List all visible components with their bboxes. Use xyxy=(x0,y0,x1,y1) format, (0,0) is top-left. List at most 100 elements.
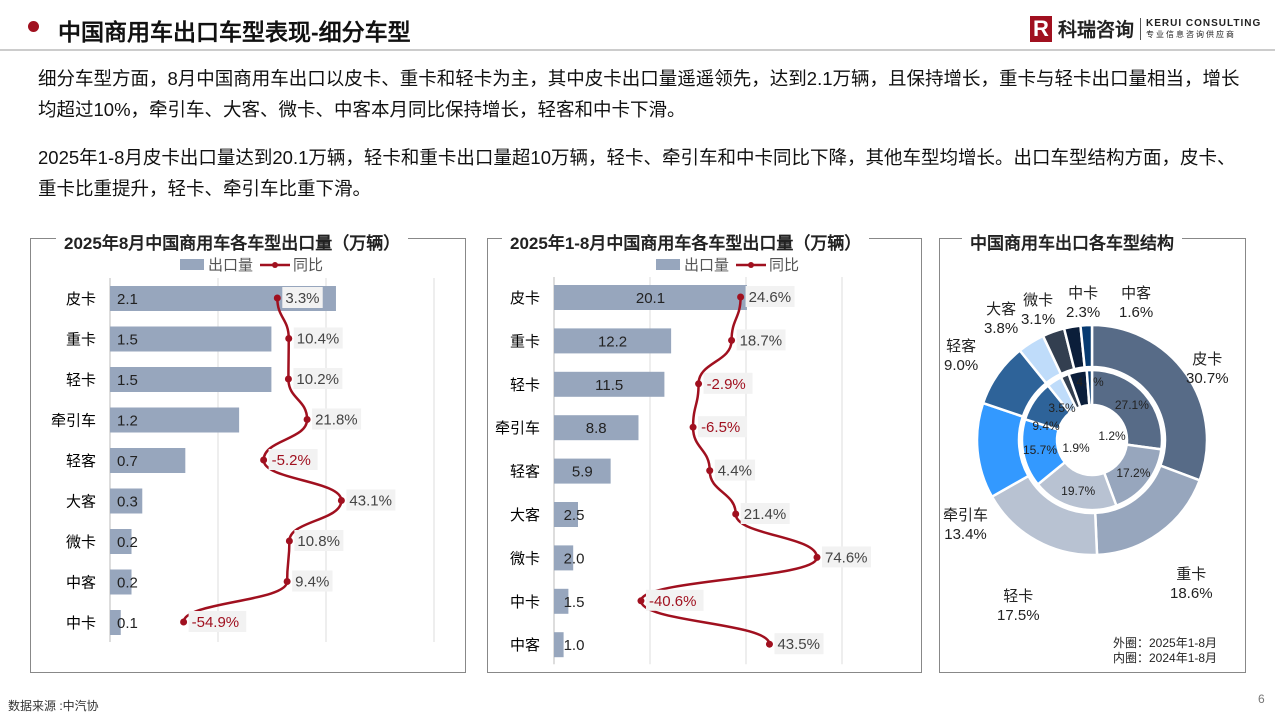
yoy-label-bg xyxy=(745,286,795,307)
yoy-marker xyxy=(728,336,736,344)
inner-ring-label: 1.2% xyxy=(1098,429,1126,443)
pie-label-重卡: 重卡 18.6% xyxy=(1170,566,1213,602)
inner-ring-label: 15.7% xyxy=(1023,443,1057,457)
yoy-label: 9.4% xyxy=(295,574,329,591)
bar xyxy=(110,326,272,352)
yoy-label-bg xyxy=(645,589,704,611)
yoy-marker xyxy=(337,497,345,504)
category-label: 轻客 xyxy=(66,453,96,470)
chart-title-1: 2025年8月中国商用车各车型出口量（万辆） xyxy=(56,229,409,254)
yoy-label-bg xyxy=(714,459,756,481)
yoy-marker xyxy=(689,423,697,431)
yoy-marker xyxy=(765,640,773,648)
bar-value-label: 20.1 xyxy=(636,290,665,307)
page-number: 6 xyxy=(1258,692,1265,706)
bar-value-label: 1.2 xyxy=(117,413,138,430)
title-bullet xyxy=(28,21,39,32)
yoy-label-bg xyxy=(293,368,343,389)
yoy-label: -6.5% xyxy=(701,419,740,436)
pie-label-中客: 中客 1.6% xyxy=(1119,285,1154,321)
yoy-marker xyxy=(732,510,740,518)
yoy-label: 43.5% xyxy=(777,636,820,653)
pie-slice-中客 xyxy=(1079,323,1094,369)
yoy-marker xyxy=(737,293,745,301)
bar-value-label: 0.3 xyxy=(117,494,138,511)
pie-label-牵引车: 牵引车 13.4% xyxy=(943,507,989,543)
bar-value-label: 8.8 xyxy=(586,420,607,437)
bar-value-label: 5.9 xyxy=(572,464,593,481)
bar xyxy=(554,415,639,441)
yoy-label: -2.9% xyxy=(707,376,746,393)
yoy-marker xyxy=(285,335,293,342)
category-label: 大客 xyxy=(66,494,96,511)
bar-value-label: 1.5 xyxy=(117,332,138,349)
yoy-label: -5.2% xyxy=(272,452,311,469)
yoy-marker xyxy=(695,380,703,388)
paragraph-2: 2025年1-8月皮卡出口量达到20.1万辆，轻卡和重卡出口量超10万辆，轻卡、… xyxy=(38,147,1236,199)
yoy-label-bg xyxy=(188,611,247,632)
yoy-label: 10.8% xyxy=(297,533,340,550)
legend-line-marker xyxy=(272,262,278,268)
yoy-marker xyxy=(273,294,281,302)
bar-value-label: 1.5 xyxy=(564,594,585,611)
bar xyxy=(110,569,132,595)
chart-title-2: 2025年1-8月中国商用车各车型出口量（万辆） xyxy=(502,229,870,254)
yoy-label-bg xyxy=(282,287,323,308)
category-label: 皮卡 xyxy=(510,290,540,307)
bar xyxy=(554,328,672,354)
inner-ring-label: 17.2% xyxy=(1116,466,1150,480)
yoy-label-bg xyxy=(293,327,343,349)
yoy-label-bg xyxy=(292,570,333,592)
category-label: 轻卡 xyxy=(510,377,540,394)
pie-label-微卡: 微卡 3.1% xyxy=(1021,292,1056,328)
pie-slice-中客 xyxy=(1085,368,1094,407)
logo-en: KERUI CONSULTING 专业信息咨询供应商 xyxy=(1140,17,1261,40)
inner-ring-label: 19.7% xyxy=(1061,484,1095,498)
category-label: 重卡 xyxy=(66,332,96,349)
bar xyxy=(554,545,574,571)
legend-line-marker xyxy=(748,262,754,268)
bar-value-label: 2.1 xyxy=(117,291,138,308)
bar-value-label: 1.5 xyxy=(117,372,138,389)
bar xyxy=(554,371,665,397)
yoy-label-bg xyxy=(774,633,824,655)
yoy-marker xyxy=(813,553,821,561)
yoy-label-bg xyxy=(703,372,753,394)
bar xyxy=(554,588,569,614)
yoy-label: 10.4% xyxy=(297,331,340,348)
yoy-label: 43.1% xyxy=(349,493,392,510)
pie-ring-note: 外圈：2025年1-8月 内圈：2024年1-8月 xyxy=(1113,636,1218,665)
bar-value-label: 0.2 xyxy=(117,534,138,551)
category-label: 微卡 xyxy=(66,534,96,551)
page-title: 中国商用车出口车型表现-细分车型 xyxy=(58,19,411,45)
chart-title-3: 中国商用车出口各车型结构 xyxy=(962,229,1182,254)
yoy-label-bg xyxy=(821,546,871,568)
legend-bar-label: 出口量 xyxy=(684,257,729,274)
category-label: 重卡 xyxy=(510,333,540,350)
category-label: 中客 xyxy=(66,575,96,592)
bar xyxy=(554,458,611,484)
legend-line-label: 同比 xyxy=(769,257,799,274)
yoy-label-bg xyxy=(312,408,362,430)
bar-value-label: 0.1 xyxy=(117,615,138,632)
category-label: 轻卡 xyxy=(66,372,96,389)
legend-bar-swatch xyxy=(656,259,680,270)
yoy-marker xyxy=(637,597,645,605)
yoy-label-bg xyxy=(740,503,790,524)
inner-ring-label: 3.5% xyxy=(1048,401,1076,415)
yoy-label: 18.7% xyxy=(740,332,783,349)
bar xyxy=(110,367,272,392)
pie-label-中卡: 中卡 2.3% xyxy=(1066,285,1101,321)
logo-cn: 科瑞咨询 xyxy=(1058,20,1135,41)
category-label: 皮卡 xyxy=(66,291,96,308)
yoy-label: 3.3% xyxy=(285,290,319,307)
yoy-marker xyxy=(303,416,311,423)
pie-label-轻客: 轻客 9.0% xyxy=(944,338,979,374)
bar-value-label: 0.2 xyxy=(117,575,138,592)
yoy-label-bg xyxy=(346,489,396,511)
pie-slice-皮卡 xyxy=(1090,368,1164,451)
bar xyxy=(110,529,132,554)
bar xyxy=(554,632,564,658)
bar xyxy=(110,448,186,473)
category-label: 大客 xyxy=(510,507,540,524)
